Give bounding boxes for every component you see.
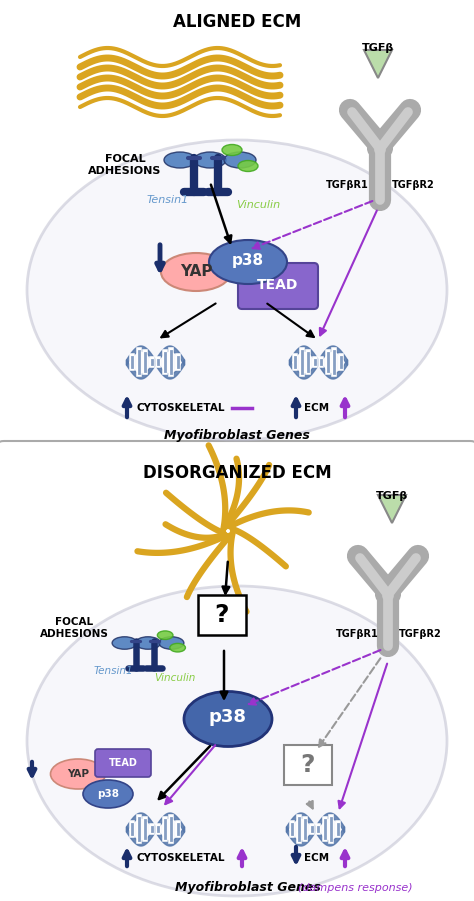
Ellipse shape: [161, 253, 231, 291]
Ellipse shape: [224, 152, 256, 168]
Ellipse shape: [112, 637, 137, 650]
Ellipse shape: [83, 780, 133, 808]
Text: p38: p38: [209, 708, 247, 726]
Text: TEAD: TEAD: [109, 758, 137, 768]
Text: TGFβR1: TGFβR1: [326, 180, 368, 190]
FancyBboxPatch shape: [198, 595, 246, 635]
Ellipse shape: [136, 637, 161, 650]
Text: DISORGANIZED ECM: DISORGANIZED ECM: [143, 464, 331, 482]
Text: p38: p38: [97, 789, 119, 799]
Ellipse shape: [194, 152, 226, 168]
Text: TGFβR1: TGFβR1: [336, 629, 378, 639]
Ellipse shape: [51, 759, 106, 789]
FancyBboxPatch shape: [0, 441, 474, 901]
Ellipse shape: [209, 240, 287, 284]
Polygon shape: [364, 50, 392, 78]
Ellipse shape: [238, 160, 258, 171]
Ellipse shape: [27, 586, 447, 896]
Text: TEAD: TEAD: [257, 278, 299, 292]
Text: TGFβ: TGFβ: [376, 491, 408, 501]
Ellipse shape: [222, 144, 242, 156]
FancyBboxPatch shape: [95, 749, 151, 777]
Text: ?: ?: [215, 603, 229, 627]
Text: ECM: ECM: [304, 853, 329, 863]
Text: YAP: YAP: [180, 265, 212, 279]
Text: Tensin1: Tensin1: [147, 195, 189, 205]
Text: ALIGNED ECM: ALIGNED ECM: [173, 13, 301, 31]
Text: CYTOSKELETAL: CYTOSKELETAL: [137, 403, 226, 413]
FancyBboxPatch shape: [238, 263, 318, 309]
Ellipse shape: [184, 691, 272, 747]
Ellipse shape: [27, 140, 447, 440]
Text: ?: ?: [301, 753, 315, 777]
Polygon shape: [378, 495, 406, 523]
Ellipse shape: [157, 631, 173, 640]
FancyBboxPatch shape: [0, 0, 474, 457]
Ellipse shape: [164, 152, 196, 168]
Text: CYTOSKELETAL: CYTOSKELETAL: [137, 853, 226, 863]
Text: Vinculin: Vinculin: [236, 200, 280, 210]
Text: ECM: ECM: [304, 403, 329, 413]
Text: Myofibroblast Genes: Myofibroblast Genes: [175, 881, 321, 895]
Text: FOCAL
ADHESIONS: FOCAL ADHESIONS: [39, 617, 109, 639]
Text: TGFβR2: TGFβR2: [399, 629, 441, 639]
Text: TGFβR2: TGFβR2: [392, 180, 434, 190]
Text: p38: p38: [232, 252, 264, 268]
FancyBboxPatch shape: [284, 745, 332, 785]
Text: FOCAL
ADHESIONS: FOCAL ADHESIONS: [88, 154, 162, 176]
Text: Myofibroblast Genes: Myofibroblast Genes: [164, 429, 310, 441]
Text: Vinculin: Vinculin: [155, 673, 196, 683]
Text: (dampens response): (dampens response): [298, 883, 412, 893]
Text: YAP: YAP: [67, 769, 89, 779]
Text: Tensin1: Tensin1: [93, 666, 133, 676]
Ellipse shape: [159, 637, 184, 650]
Text: TGFβ: TGFβ: [362, 43, 394, 53]
Ellipse shape: [170, 643, 185, 652]
